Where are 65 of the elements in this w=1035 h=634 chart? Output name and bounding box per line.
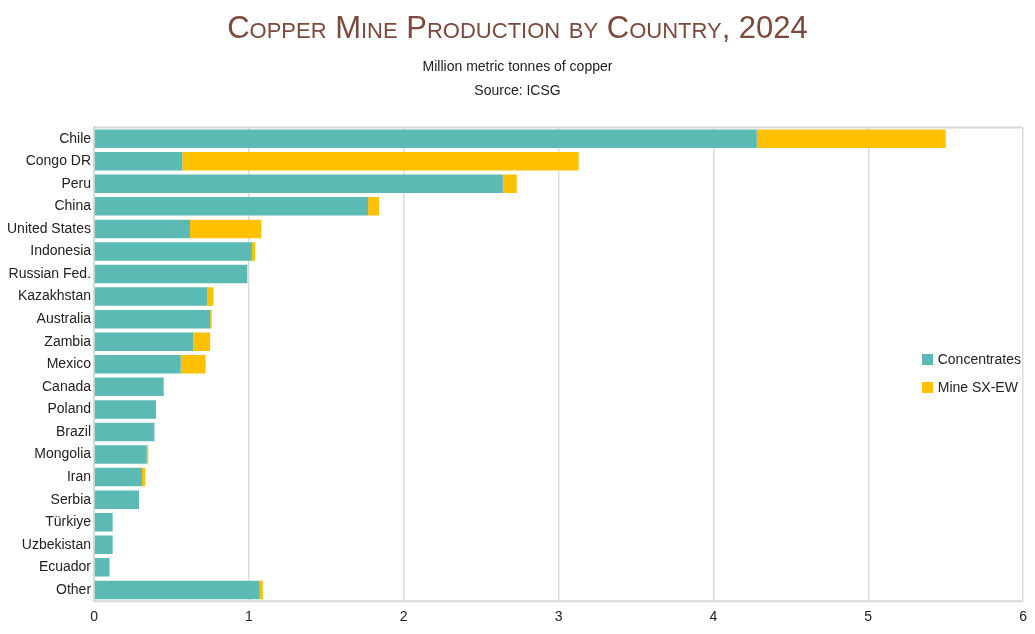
bar <box>94 535 113 555</box>
bar <box>94 558 110 577</box>
y-tick-label: Poland <box>47 400 92 417</box>
x-tick-label: 3 <box>554 608 563 625</box>
y-tick-label: Canada <box>42 377 92 394</box>
bar <box>94 445 147 464</box>
x-tick-label: 4 <box>709 608 718 625</box>
bar <box>368 197 379 216</box>
bar <box>94 174 503 194</box>
x-tick-label: 6 <box>1019 608 1028 625</box>
bar <box>94 377 164 397</box>
bar <box>94 332 194 351</box>
x-tick-label: 0 <box>90 608 99 625</box>
y-tick-label: Chile <box>59 129 92 146</box>
y-tick-label: Türkiye <box>45 513 92 530</box>
bar <box>94 422 155 442</box>
bar <box>94 512 113 532</box>
bar <box>190 219 262 239</box>
chart-title: Copper Mine Production by Country, 2024 <box>226 9 809 47</box>
y-tick-label: Ecuador <box>38 558 92 575</box>
bar <box>251 242 256 261</box>
bar <box>94 287 208 306</box>
bar <box>94 309 211 329</box>
y-tick-label: United States <box>6 219 92 236</box>
bar <box>94 242 252 261</box>
legend-label: Concentrates <box>937 351 1021 367</box>
y-tick-label: Indonesia <box>30 242 92 259</box>
bar <box>94 197 369 216</box>
y-tick-label: Serbia <box>50 490 92 507</box>
bar <box>756 129 946 148</box>
bar <box>142 467 146 487</box>
bar <box>94 580 260 600</box>
bar <box>94 151 183 171</box>
bar <box>180 355 206 374</box>
bar <box>94 400 156 419</box>
y-tick-label: Mexico <box>46 355 92 372</box>
x-tick-label: 1 <box>244 608 253 625</box>
bar <box>94 490 139 509</box>
y-tick-label: Brazil <box>56 422 92 439</box>
x-tick-label: 5 <box>864 608 873 625</box>
y-tick-label: Iran <box>66 467 92 484</box>
bar <box>94 264 248 284</box>
bar <box>502 174 517 194</box>
bar <box>94 355 181 374</box>
y-tick-label: Uzbekistan <box>21 535 92 552</box>
legend-label: Mine SX-EW <box>937 379 1018 395</box>
bar <box>94 219 191 239</box>
y-tick-label: Australia <box>36 310 92 327</box>
bar <box>94 129 757 148</box>
y-tick-label: Zambia <box>44 332 92 349</box>
bar <box>94 467 143 487</box>
y-tick-label: Other <box>56 580 92 597</box>
x-tick-label: 2 <box>399 608 408 625</box>
y-tick-label: China <box>54 197 92 214</box>
bar <box>182 151 579 171</box>
source-note: Source: ICSG <box>473 82 562 98</box>
y-tick-label: Peru <box>61 174 92 191</box>
y-tick-label: Russian Fed. <box>8 264 92 281</box>
bar <box>193 332 211 351</box>
y-tick-label: Congo DR <box>25 152 92 169</box>
y-tick-label: Kazakhstan <box>17 287 92 304</box>
bar <box>207 287 214 306</box>
bar <box>259 580 263 600</box>
chart-subtitle: Million metric tonnes of copper <box>421 58 614 74</box>
y-tick-label: Mongolia <box>34 445 92 462</box>
